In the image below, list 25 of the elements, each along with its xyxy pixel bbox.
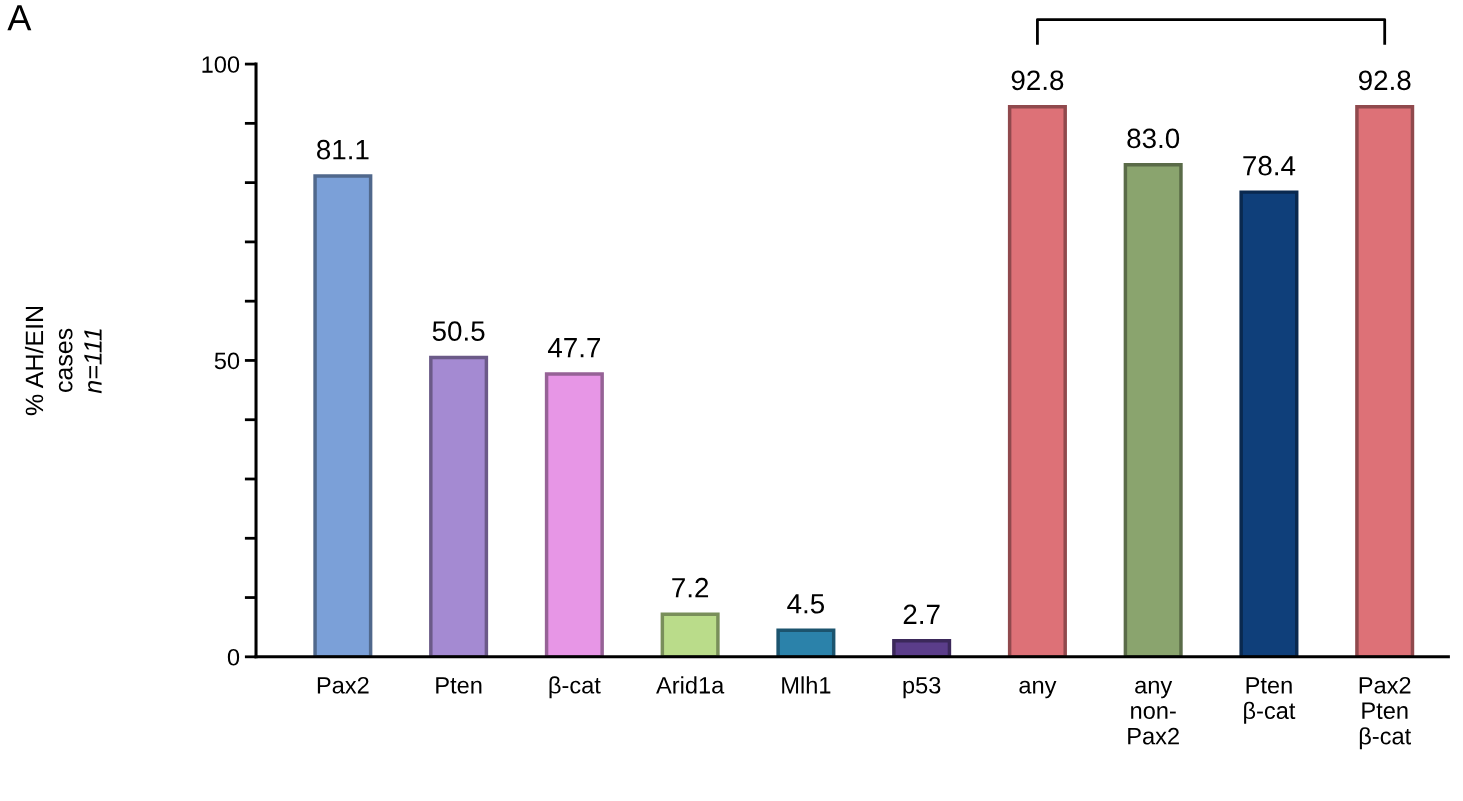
data-label: 4.5 xyxy=(787,594,825,614)
x-tick-label: Pax2 xyxy=(317,676,369,694)
x-tick-label: any xyxy=(1019,680,1057,699)
data-label: 47.7 xyxy=(547,338,601,358)
x-tick-label: p53 xyxy=(903,676,941,699)
data-label: 50.5 xyxy=(432,321,485,341)
x-tick-label: β-cat xyxy=(549,676,601,699)
data-label: 83.0 xyxy=(1127,128,1180,149)
data-label: 81.1 xyxy=(317,139,369,160)
x-tick-label: Pax2 Pten β-cat xyxy=(1359,676,1411,750)
x-tick-label: any non- Pax2 xyxy=(1128,680,1179,745)
data-label: 7.2 xyxy=(672,577,709,598)
data-label: 92.8 xyxy=(1011,70,1064,91)
x-tick-label: Arid1a xyxy=(656,676,725,694)
text: A xyxy=(7,5,32,31)
y-tick-label: 100 xyxy=(202,56,240,73)
y-tick-label: 0 xyxy=(227,648,240,666)
x-tick-label: Pten β-cat xyxy=(1244,677,1296,724)
x-tick-label: Pten xyxy=(436,677,482,694)
y-tick-label: 50 xyxy=(214,352,240,370)
data-label: 2.7 xyxy=(903,604,940,624)
y-axis-title: % AH/EIN cases n=111 xyxy=(24,306,102,416)
data-label: 78.4 xyxy=(1243,155,1296,176)
data-label: 92.8 xyxy=(1358,70,1411,91)
x-tick-label: Mlh1 xyxy=(782,676,831,694)
